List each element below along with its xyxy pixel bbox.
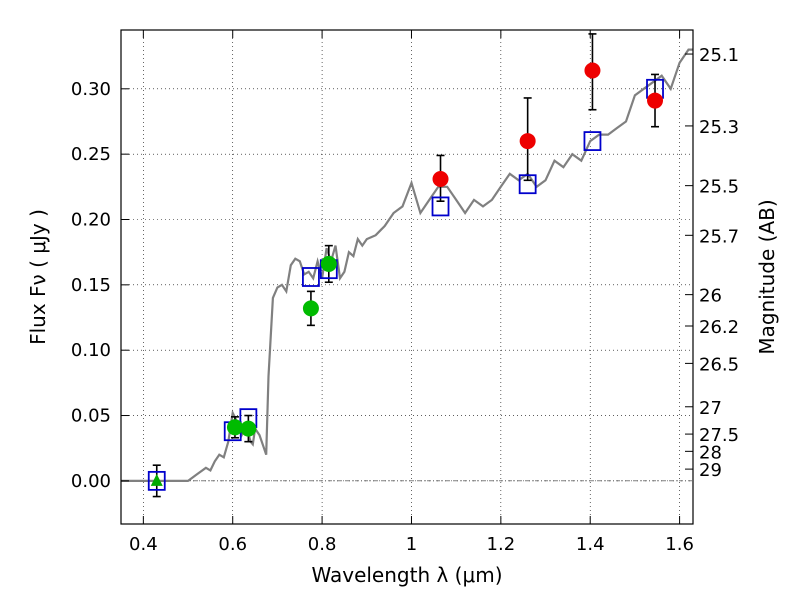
y-tick-label: 0.10 — [71, 340, 111, 361]
ticks: 0.4 0.6 0.8 1 1.2 1.4 1.6 0.00 0.05 0.10 0.15 0.20 0… — [71, 30, 739, 555]
model-photometry-square — [302, 267, 320, 287]
optical-data-point — [320, 255, 337, 272]
x-tick-label: 1.6 — [665, 534, 694, 555]
series-layer — [121, 33, 693, 498]
x-tick-label: 1.4 — [576, 534, 605, 555]
right-axis-label: Magnitude (AB) — [755, 199, 779, 354]
model-photometry-square — [518, 174, 537, 195]
y-tick-label: 0.25 — [71, 144, 111, 165]
model-photometry-square — [431, 196, 450, 217]
limit-triangle-point — [150, 473, 163, 486]
x-tick-label: 0.6 — [218, 534, 247, 555]
y-tick-label: 0.05 — [71, 406, 111, 427]
mag-tick-label: 26 — [699, 286, 722, 307]
grid — [121, 30, 693, 524]
model-photometry-square — [583, 131, 602, 151]
plot-frame — [120, 29, 694, 525]
y-tick-label: 0.20 — [71, 209, 111, 230]
mag-tick-label: 27 — [699, 398, 722, 419]
y-tick-label: 0.00 — [71, 471, 111, 492]
nir-data-point — [584, 62, 601, 79]
y-tick-label: 0.30 — [71, 79, 111, 100]
mag-tick-label: 29 — [699, 460, 722, 481]
mag-tick-label: 25.1 — [699, 45, 739, 66]
x-axis-label: Wavelength λ (μm) — [311, 563, 502, 587]
x-tick-label: 1 — [406, 534, 417, 555]
mag-tick-label: 25.7 — [699, 226, 739, 247]
mag-tick-label: 26.2 — [699, 317, 739, 338]
nir-data-point — [519, 133, 536, 150]
x-tick-label: 1.2 — [487, 534, 516, 555]
mag-tick-label: 25.5 — [699, 177, 739, 198]
y-axis-label: Flux Fν ( μJy ) — [26, 209, 50, 345]
model-photometry-square — [147, 470, 166, 491]
x-tick-label: 0.4 — [129, 534, 158, 555]
x-tick-label: 0.8 — [308, 534, 337, 555]
nir-data-point — [647, 92, 664, 109]
optical-data-point — [240, 420, 257, 437]
y-tick-label: 0.15 — [71, 275, 111, 296]
mag-tick-label: 25.3 — [699, 117, 739, 138]
optical-data-point — [226, 419, 243, 436]
optical-data-point — [302, 300, 319, 317]
nir-data-point — [432, 170, 449, 187]
mag-tick-label: 27.5 — [699, 425, 739, 446]
mag-tick-label: 26.5 — [699, 354, 739, 375]
mag-tick-label: 28 — [699, 442, 722, 463]
